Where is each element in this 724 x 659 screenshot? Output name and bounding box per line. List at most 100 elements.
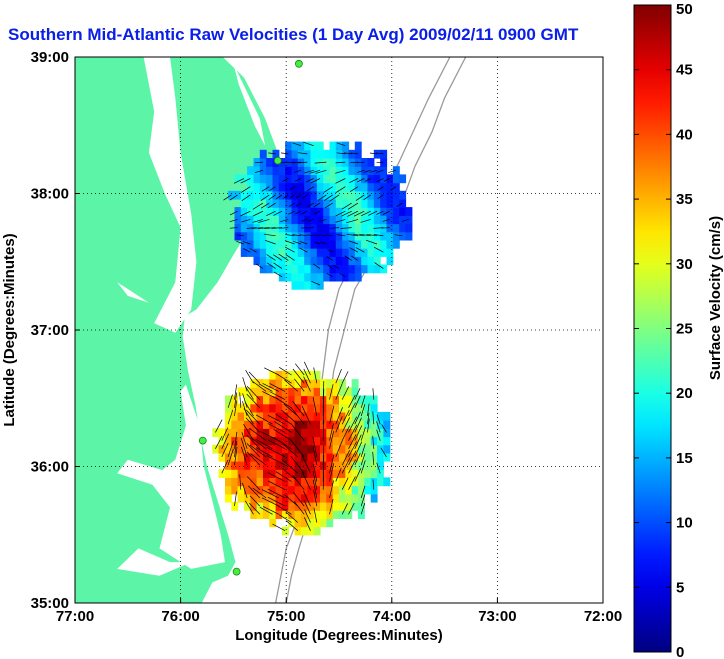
x-tick-label: 76:00 xyxy=(161,608,199,625)
velocity-cell xyxy=(339,444,346,454)
velocity-cell xyxy=(269,493,277,503)
velocity-vector xyxy=(303,499,311,515)
velocity-cell xyxy=(247,231,254,241)
velocity-cell xyxy=(285,231,292,241)
velocity-vector xyxy=(368,210,378,216)
velocity-vector xyxy=(335,219,346,223)
velocity-cell xyxy=(351,387,359,397)
velocity-vector xyxy=(301,219,308,222)
velocity-vector xyxy=(255,438,273,450)
velocity-cell xyxy=(380,215,388,225)
velocity-vector xyxy=(248,371,261,384)
velocity-cell xyxy=(304,149,312,159)
velocity-vector xyxy=(290,407,305,425)
velocity-cell xyxy=(263,420,270,429)
velocity-vector xyxy=(301,210,308,215)
velocity-vector xyxy=(239,474,242,490)
velocity-cell xyxy=(294,518,302,528)
velocity-vector xyxy=(275,397,292,409)
velocity-cell xyxy=(370,452,378,462)
x-tick-label: 74:00 xyxy=(373,608,411,625)
velocity-cell xyxy=(291,272,299,282)
velocity-cell xyxy=(354,190,362,200)
velocity-cell xyxy=(370,469,378,478)
velocity-cell xyxy=(247,215,254,225)
velocity-vector xyxy=(312,470,318,490)
inland-water xyxy=(148,384,225,569)
velocity-cell xyxy=(304,182,312,192)
velocity-cell xyxy=(225,420,232,429)
velocity-cell xyxy=(272,264,280,274)
velocity-cell xyxy=(291,215,299,225)
velocity-cell xyxy=(399,231,407,241)
velocity-cell xyxy=(250,395,258,405)
velocity-vector xyxy=(300,227,308,229)
velocity-cell xyxy=(364,420,372,429)
velocity-cell xyxy=(332,428,340,438)
velocity-cell xyxy=(288,395,296,405)
velocity-cell xyxy=(285,190,292,200)
velocity-cell xyxy=(294,510,302,519)
velocity-cell xyxy=(313,436,321,446)
velocity-vector xyxy=(381,424,387,433)
velocity-cell xyxy=(263,485,270,495)
velocity-cell xyxy=(364,444,372,454)
velocity-cell xyxy=(358,493,365,503)
velocity-cell xyxy=(291,239,299,249)
velocity-cell xyxy=(272,149,280,159)
map-area xyxy=(74,56,604,604)
velocity-cell xyxy=(358,428,365,438)
velocity-cell xyxy=(263,395,270,405)
velocity-cell xyxy=(240,223,248,233)
velocity-vector xyxy=(229,219,238,223)
velocity-cell xyxy=(253,190,261,200)
velocity-cell xyxy=(256,477,264,487)
velocity-cell xyxy=(335,256,343,266)
velocity-vector xyxy=(341,450,351,466)
velocity-vector xyxy=(229,194,238,201)
velocity-cell xyxy=(272,256,280,266)
velocity-cell xyxy=(234,174,242,184)
velocity-vector xyxy=(290,456,305,474)
velocity-cell xyxy=(259,149,267,159)
velocity-cell xyxy=(294,395,302,405)
velocity-cell xyxy=(380,166,388,175)
velocity-cell xyxy=(380,264,388,274)
velocity-cell xyxy=(247,199,254,208)
velocity-cell xyxy=(361,174,369,184)
velocity-vector xyxy=(374,262,384,269)
velocity-vector xyxy=(341,202,352,210)
velocity-cell xyxy=(304,158,312,167)
velocity-vector xyxy=(357,161,365,164)
velocity-cell xyxy=(240,239,248,249)
velocity-vector xyxy=(246,393,261,409)
velocity-cell xyxy=(250,502,258,511)
velocity-cell xyxy=(301,403,308,413)
velocity-vector xyxy=(278,253,289,261)
velocity-cell xyxy=(335,199,343,208)
velocity-cell xyxy=(231,477,239,487)
velocity-cell xyxy=(266,264,273,274)
velocity-cell xyxy=(351,420,359,429)
velocity-vector xyxy=(377,194,384,200)
velocity-cell xyxy=(313,428,321,438)
velocity-vector xyxy=(364,178,371,182)
velocity-vector xyxy=(303,490,311,507)
velocity-cell xyxy=(313,493,321,503)
velocity-cell xyxy=(326,444,334,454)
velocity-vector xyxy=(292,161,302,164)
velocity-cell xyxy=(399,223,407,233)
velocity-vector xyxy=(234,431,238,449)
velocity-cell xyxy=(297,280,305,290)
velocity-vector xyxy=(285,234,295,237)
velocity-vector xyxy=(304,509,311,523)
velocity-cell xyxy=(367,166,375,175)
velocity-vector xyxy=(329,423,334,441)
velocity-cell xyxy=(291,248,299,257)
velocity-cell xyxy=(288,518,296,528)
velocity-cell xyxy=(313,477,321,487)
velocity-cell xyxy=(380,182,388,192)
velocity-cell xyxy=(301,420,308,429)
velocity-cell xyxy=(278,174,286,184)
velocity-cell xyxy=(263,379,270,388)
